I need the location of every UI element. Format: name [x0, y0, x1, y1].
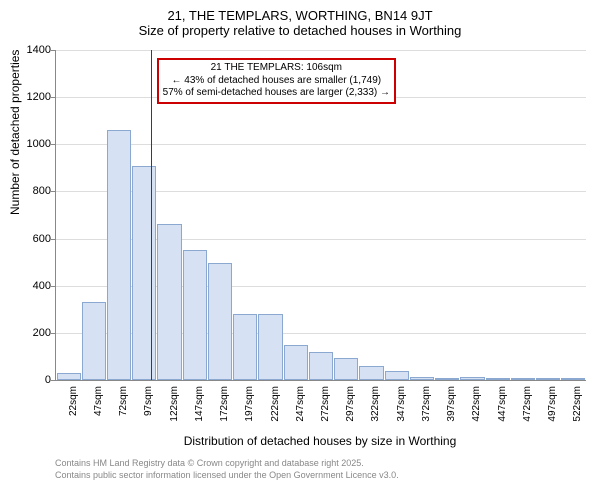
histogram-bar [486, 378, 510, 380]
histogram-bar [359, 366, 383, 380]
x-tick-label: 147sqm [194, 386, 205, 428]
annotation-line-2: ← 43% of detached houses are smaller (1,… [163, 75, 390, 88]
histogram-bar [460, 377, 484, 380]
x-tick-label: 347sqm [396, 386, 407, 428]
histogram-bar [385, 371, 409, 380]
x-tick-label: 97sqm [143, 386, 154, 428]
y-tick-mark [51, 380, 56, 381]
histogram-bar [183, 250, 207, 380]
x-tick-label: 197sqm [244, 386, 255, 428]
y-tick-mark [51, 191, 56, 192]
y-tick-label: 1000 [16, 138, 51, 150]
x-tick-label: 372sqm [421, 386, 432, 428]
histogram-bar [435, 378, 459, 380]
x-tick-label: 297sqm [345, 386, 356, 428]
annotation-box: 21 THE TEMPLARS: 106sqm← 43% of detached… [157, 58, 396, 104]
histogram-bar [410, 377, 434, 380]
annotation-line-1: 21 THE TEMPLARS: 106sqm [163, 62, 390, 75]
histogram-bar [107, 130, 131, 380]
chart-title-main: 21, THE TEMPLARS, WORTHING, BN14 9JT [0, 0, 600, 23]
y-tick-mark [51, 239, 56, 240]
histogram-bar [57, 373, 81, 380]
x-tick-label: 522sqm [572, 386, 583, 428]
y-tick-label: 0 [16, 374, 51, 386]
x-tick-label: 447sqm [497, 386, 508, 428]
histogram-bar [284, 345, 308, 380]
chart-plot-area: 020040060080010001200140021 THE TEMPLARS… [55, 50, 586, 381]
x-tick-label: 172sqm [219, 386, 230, 428]
x-tick-label: 472sqm [522, 386, 533, 428]
y-tick-label: 600 [16, 233, 51, 245]
y-tick-label: 400 [16, 280, 51, 292]
histogram-bar [82, 302, 106, 380]
histogram-bar [309, 352, 333, 380]
x-tick-label: 422sqm [471, 386, 482, 428]
y-tick-mark [51, 50, 56, 51]
reference-line [151, 50, 152, 380]
y-tick-mark [51, 97, 56, 98]
grid-line [56, 144, 586, 145]
y-tick-label: 1400 [16, 44, 51, 56]
x-tick-label: 322sqm [370, 386, 381, 428]
x-tick-label: 122sqm [169, 386, 180, 428]
y-tick-mark [51, 286, 56, 287]
property-size-chart: 21, THE TEMPLARS, WORTHING, BN14 9JT Siz… [0, 0, 600, 500]
y-tick-label: 800 [16, 185, 51, 197]
histogram-bar [258, 314, 282, 380]
x-tick-label: 497sqm [547, 386, 558, 428]
chart-title-sub: Size of property relative to detached ho… [0, 23, 600, 42]
y-tick-mark [51, 144, 56, 145]
histogram-bar [511, 378, 535, 380]
histogram-bar [536, 378, 560, 380]
grid-line [56, 50, 586, 51]
histogram-bar [561, 378, 585, 380]
histogram-bar [233, 314, 257, 380]
x-tick-label: 397sqm [446, 386, 457, 428]
histogram-bar [132, 166, 156, 381]
x-tick-label: 222sqm [270, 386, 281, 428]
annotation-line-3: 57% of semi-detached houses are larger (… [163, 87, 390, 100]
x-tick-label: 72sqm [118, 386, 129, 428]
x-tick-label: 247sqm [295, 386, 306, 428]
x-tick-label: 22sqm [68, 386, 79, 428]
histogram-bar [208, 263, 232, 380]
y-tick-label: 200 [16, 327, 51, 339]
histogram-bar [334, 358, 358, 380]
y-tick-label: 1200 [16, 91, 51, 103]
x-axis-label: Distribution of detached houses by size … [55, 434, 585, 448]
footer-text-1: Contains HM Land Registry data © Crown c… [55, 458, 364, 468]
histogram-bar [157, 224, 181, 380]
x-tick-label: 47sqm [93, 386, 104, 428]
y-tick-mark [51, 333, 56, 334]
footer-text-2: Contains public sector information licen… [55, 470, 399, 480]
x-tick-label: 272sqm [320, 386, 331, 428]
